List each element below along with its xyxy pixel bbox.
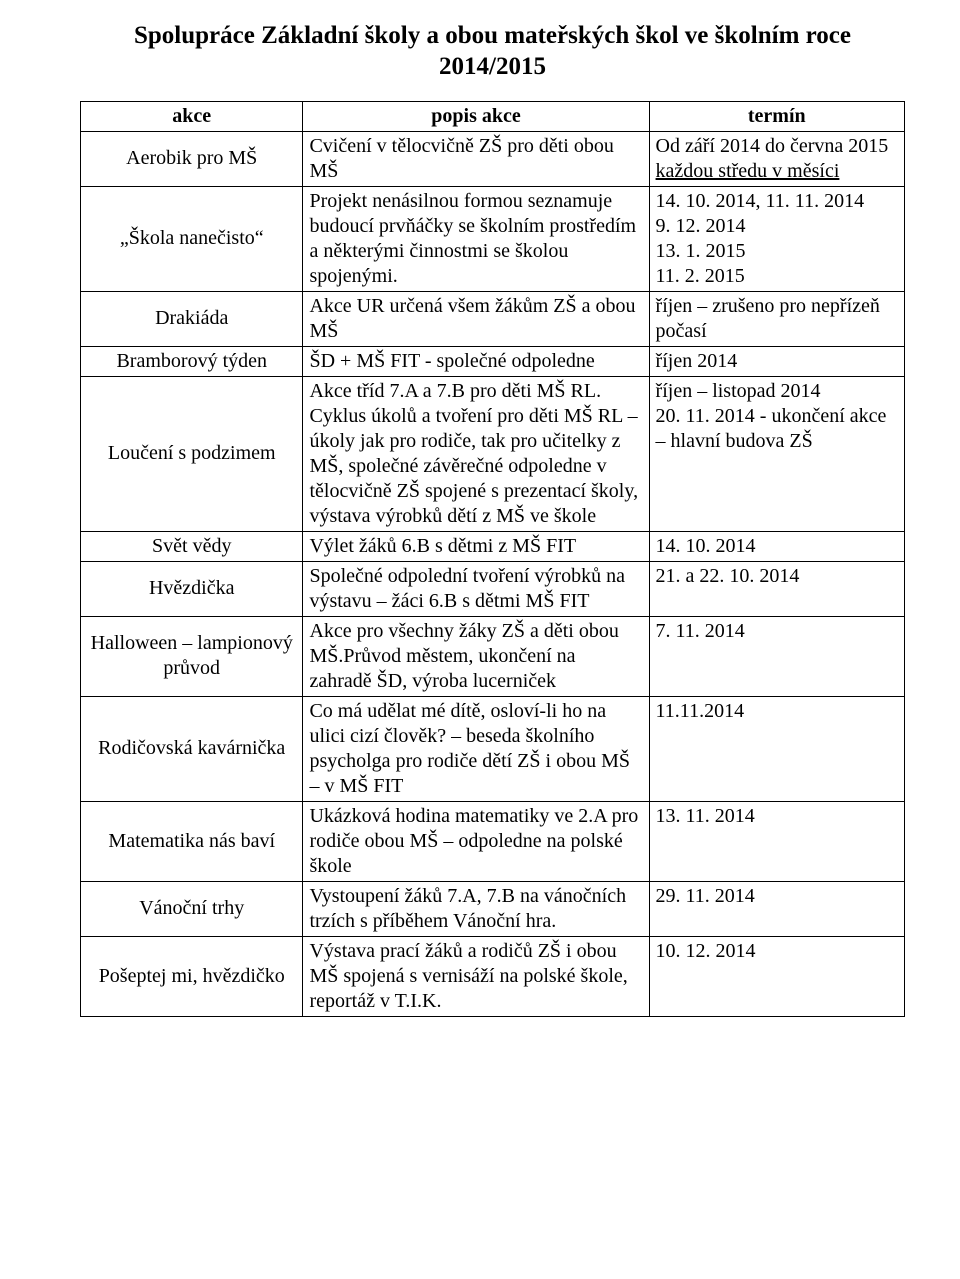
cell-popis: Výstava prací žáků a rodičů ZŠ i obou MŠ… — [303, 936, 649, 1016]
cell-popis: Vystoupení žáků 7.A, 7.B na vánočních tr… — [303, 881, 649, 936]
cell-popis: Co má udělat mé dítě, osloví-li ho na ul… — [303, 696, 649, 801]
cell-popis: Společné odpolední tvoření výrobků na vý… — [303, 561, 649, 616]
cell-termin: říjen 2014 — [649, 346, 904, 376]
termin-underline: každou středu v měsíci — [656, 160, 840, 182]
cell-termin: 13. 11. 2014 — [649, 801, 904, 881]
header-termin: termín — [649, 101, 904, 131]
page-title: Spolupráce Základní školy a obou mateřsk… — [80, 20, 905, 83]
table-row: Vánoční trhyVystoupení žáků 7.A, 7.B na … — [81, 881, 905, 936]
table-row: Halloween – lampionový průvodAkce pro vš… — [81, 616, 905, 696]
table-row: Matematika nás bavíUkázková hodina matem… — [81, 801, 905, 881]
cell-termin: 11.11.2014 — [649, 696, 904, 801]
table-row: Aerobik pro MŠCvičení v tělocvičně ZŠ pr… — [81, 131, 905, 186]
table-row: Bramborový týdenŠD + MŠ FIT - společné o… — [81, 346, 905, 376]
table-row: HvězdičkaSpolečné odpolední tvoření výro… — [81, 561, 905, 616]
cell-termin: říjen – zrušeno pro nepřízeň počasí — [649, 291, 904, 346]
cell-termin: Od září 2014 do června 2015 každou střed… — [649, 131, 904, 186]
cell-termin: 14. 10. 2014 — [649, 531, 904, 561]
cell-akce: Drakiáda — [81, 291, 303, 346]
cell-popis: Akce UR určená všem žákům ZŠ a obou MŠ — [303, 291, 649, 346]
table-header-row: akce popis akce termín — [81, 101, 905, 131]
header-akce: akce — [81, 101, 303, 131]
cell-akce: Bramborový týden — [81, 346, 303, 376]
cell-akce: Pošeptej mi, hvězdičko — [81, 936, 303, 1016]
cell-popis: Akce pro všechny žáky ZŠ a děti obou MŠ.… — [303, 616, 649, 696]
table-row: Pošeptej mi, hvězdičkoVýstava prací žáků… — [81, 936, 905, 1016]
cell-akce: Vánoční trhy — [81, 881, 303, 936]
cell-popis: Výlet žáků 6.B s dětmi z MŠ FIT — [303, 531, 649, 561]
cell-termin: 29. 11. 2014 — [649, 881, 904, 936]
table-body: Aerobik pro MŠCvičení v tělocvičně ZŠ pr… — [81, 131, 905, 1016]
table-row: DrakiádaAkce UR určená všem žákům ZŠ a o… — [81, 291, 905, 346]
cell-popis: ŠD + MŠ FIT - společné odpoledne — [303, 346, 649, 376]
cell-akce: Matematika nás baví — [81, 801, 303, 881]
table-row: „Škola nanečisto“Projekt nenásilnou form… — [81, 186, 905, 291]
cell-akce: „Škola nanečisto“ — [81, 186, 303, 291]
cell-akce: Svět vědy — [81, 531, 303, 561]
cell-akce: Halloween – lampionový průvod — [81, 616, 303, 696]
cell-termin: 10. 12. 2014 — [649, 936, 904, 1016]
cell-termin: 14. 10. 2014, 11. 11. 2014 9. 12. 2014 1… — [649, 186, 904, 291]
cell-akce: Aerobik pro MŠ — [81, 131, 303, 186]
cell-termin: říjen – listopad 2014 20. 11. 2014 - uko… — [649, 376, 904, 531]
termin-pre: Od září 2014 do června 2015 — [656, 135, 889, 157]
cell-termin: 7. 11. 2014 — [649, 616, 904, 696]
cell-akce: Rodičovská kavárnička — [81, 696, 303, 801]
cell-akce: Hvězdička — [81, 561, 303, 616]
header-popis: popis akce — [303, 101, 649, 131]
cooperation-table: akce popis akce termín Aerobik pro MŠCvi… — [80, 101, 905, 1017]
cell-popis: Ukázková hodina matematiky ve 2.A pro ro… — [303, 801, 649, 881]
table-row: Rodičovská kavárničkaCo má udělat mé dít… — [81, 696, 905, 801]
cell-termin: 21. a 22. 10. 2014 — [649, 561, 904, 616]
table-row: Svět vědyVýlet žáků 6.B s dětmi z MŠ FIT… — [81, 531, 905, 561]
page-container: Spolupráce Základní školy a obou mateřsk… — [0, 0, 960, 1279]
cell-popis: Akce tříd 7.A a 7.B pro děti MŠ RL. Cykl… — [303, 376, 649, 531]
cell-akce: Loučení s podzimem — [81, 376, 303, 531]
cell-popis: Projekt nenásilnou formou seznamuje budo… — [303, 186, 649, 291]
table-row: Loučení s podzimemAkce tříd 7.A a 7.B pr… — [81, 376, 905, 531]
cell-popis: Cvičení v tělocvičně ZŠ pro děti obou MŠ — [303, 131, 649, 186]
